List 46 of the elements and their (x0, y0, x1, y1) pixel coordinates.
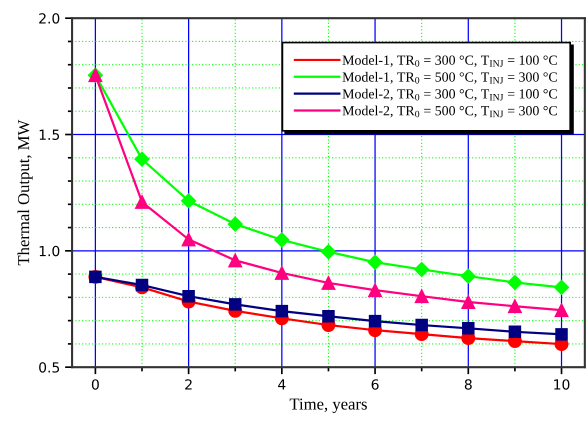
x-axis-title: Time, years (290, 398, 367, 414)
point (508, 299, 522, 314)
point (181, 193, 196, 208)
point (368, 283, 382, 298)
y-axis-title: Thermal Output, MW (18, 120, 33, 266)
point (508, 326, 522, 338)
x-tick-label: 4 (278, 379, 286, 390)
point (414, 289, 429, 304)
point (182, 232, 196, 246)
x-tick-label: 8 (464, 379, 472, 390)
point (322, 276, 336, 290)
point (134, 152, 150, 167)
x-tick-label: 2 (185, 379, 192, 390)
x-tick-label: 10 (554, 379, 570, 390)
point (461, 295, 476, 309)
legend-label: Model-2, TR$_{0}$ = 500 °C, T$_{INJ}$ = 300 °C (342, 106, 557, 118)
legend-label: Model-2, TR$_{0}$ = 300 °C, T$_{INJ}$ = 100 °C (342, 88, 557, 101)
point (367, 254, 383, 270)
y-tick-label: 1.5 (40, 130, 60, 140)
point (228, 216, 243, 232)
point (228, 253, 242, 268)
point (182, 290, 195, 302)
y-tick-label: 0.5 (39, 362, 60, 373)
point (274, 232, 290, 248)
point (274, 266, 289, 280)
point (462, 322, 475, 335)
point (415, 318, 428, 332)
point (322, 310, 335, 322)
x-tick-label: 0 (92, 379, 99, 390)
point (136, 278, 148, 292)
point (276, 304, 288, 318)
x-tick-label: 6 (372, 379, 379, 390)
point (228, 298, 242, 311)
y-tick-label: 1.0 (40, 246, 60, 256)
point (135, 195, 149, 209)
point (554, 280, 570, 295)
legend-label: Model-1, TR$_{0}$ = 300 °C, T$_{INJ}$ = 100 °C (342, 55, 557, 67)
point (555, 328, 568, 341)
point (320, 244, 336, 260)
point (554, 303, 568, 318)
point (507, 274, 522, 290)
point (368, 314, 382, 328)
legend-label: Model-1, TR$_{0}$ = 500 °C, T$_{INJ}$ = 300 °C (342, 72, 557, 84)
point (414, 262, 430, 278)
y-tick-label: 2.0 (39, 13, 60, 24)
point (460, 268, 476, 284)
